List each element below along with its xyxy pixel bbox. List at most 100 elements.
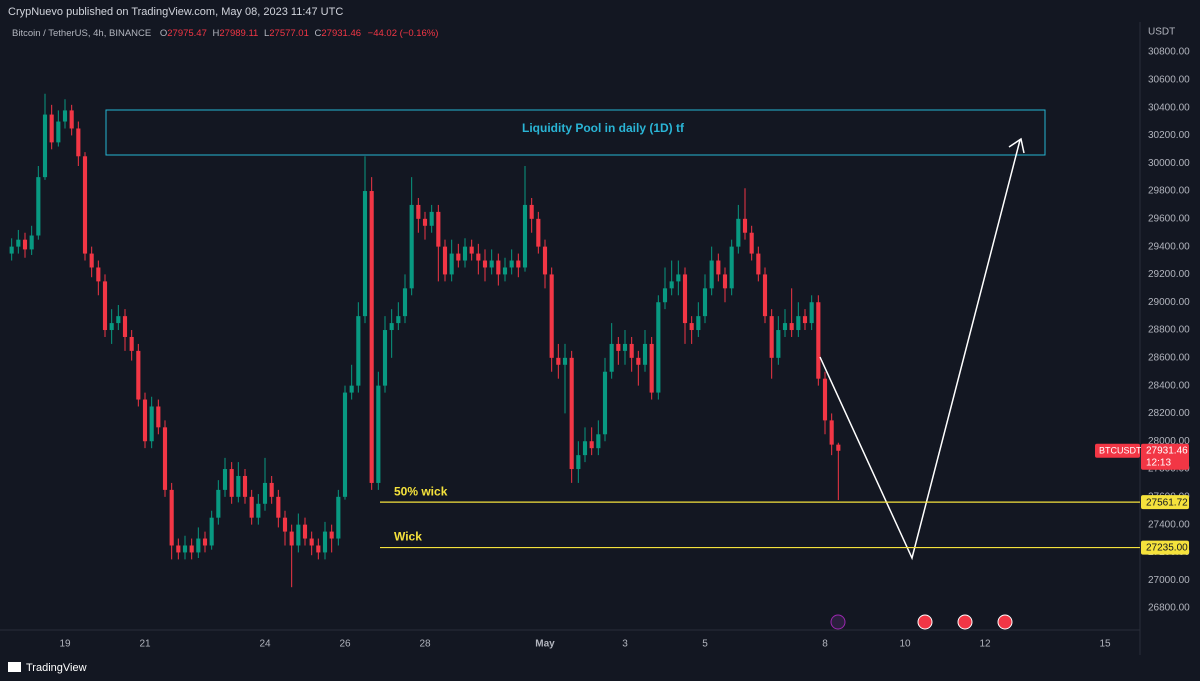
candle-body [82,156,88,254]
y-tick-label: 29400.00 [1148,241,1190,252]
y-tick-label: 29200.00 [1148,269,1190,280]
candle-body [142,399,148,442]
candles [9,93,841,588]
candle-body [802,316,808,324]
candle-body [769,316,774,358]
candle-body [642,343,648,365]
candle-body [689,323,694,331]
y-tick-label: 30800.00 [1148,47,1190,58]
candle-body [549,274,554,358]
candle-body [462,246,468,261]
candle-body [362,191,368,317]
candle-body [256,503,261,518]
candle-body [496,260,501,275]
candle-body [322,531,328,553]
ohlc-value: 27931.46 [321,28,361,39]
y-tick-label: 29800.00 [1148,186,1190,197]
candle-body [62,110,68,122]
candle-body [636,357,641,365]
candle-body [269,482,274,497]
candle-body [382,330,388,386]
candle-body [829,420,834,445]
countdown: 12:13 [1146,457,1171,468]
candle-body [329,531,334,539]
candle-body [409,204,414,289]
candle-body [102,281,108,331]
candle-body [602,371,608,435]
symbol: Bitcoin / TetherUS, 4h, BINANCE [12,28,151,39]
candle-body [722,274,728,289]
candle-body [729,246,734,289]
candle-body [456,253,461,261]
candle-body [536,218,541,247]
change: −44.02 (−0.16%) [368,28,439,39]
candle-body [222,469,228,490]
candle-body [302,524,308,539]
y-tick-label: 30200.00 [1148,130,1190,141]
candle-body [476,253,481,261]
candle-body [336,496,341,539]
currency: USDT [1148,27,1175,38]
ticker-label: BTCUSDT [1099,446,1142,456]
x-tick-label: May [535,639,555,650]
candle-body [29,235,34,250]
candle-body [589,441,594,449]
candle-body [389,323,394,331]
y-tick-label: 30600.00 [1148,74,1190,85]
legend-line: Bitcoin / TetherUS, 4h, BINANCE O27975.4… [12,28,438,39]
candle-body [649,343,654,393]
candle-body [16,239,21,247]
candle-body [509,260,514,268]
y-tick-label: 28200.00 [1148,408,1190,419]
candle-body [836,444,841,451]
level-tag [1141,495,1189,510]
candle-body [22,239,28,250]
y-tick-label: 30400.00 [1148,102,1190,113]
x-tick-label: 8 [822,639,828,650]
candle-body [289,531,294,546]
x-tick-label: 10 [899,639,911,650]
y-tick-label: 28400.00 [1148,380,1190,391]
candle-body [56,121,61,143]
candle-body [136,350,141,400]
candle-body [709,260,714,289]
x-tick-label: 24 [259,639,271,650]
candle-body [482,260,488,268]
ohlc-key: H [213,28,220,39]
candle-body [529,204,534,219]
candle-body [89,253,94,268]
candle-body [616,343,621,351]
candle-body [176,545,181,553]
candle-body [562,357,568,365]
level-tag-label: 27561.72 [1146,497,1188,508]
price-tag-label: 27931.46 [1146,445,1188,456]
candle-body [662,288,668,303]
candle-body [182,545,188,553]
candle-body [209,517,214,546]
candle-body [569,357,574,470]
candle-body [196,538,201,553]
event-icon [830,614,846,630]
candle-body [596,434,601,449]
candle-body [402,288,408,317]
candle-body [756,253,761,275]
ticker-tag [1095,443,1140,458]
candle-body [682,274,688,324]
level-tag [1141,540,1189,555]
ohlc-value: 27989.11 [219,28,258,39]
ohlc-key: C [315,28,322,39]
candle-body [236,475,241,497]
candle-body [782,323,788,331]
y-tick-label: 29000.00 [1148,297,1190,308]
candle-body [202,538,208,546]
candle-body [296,524,301,546]
candle-body [116,316,121,324]
candle-body [789,323,794,331]
candle-body [676,274,681,282]
y-tick-label: 28000.00 [1148,436,1190,447]
candle-body [69,110,74,129]
x-tick-label: 5 [702,639,708,650]
candle-body [356,316,361,386]
candle-body [9,246,14,254]
